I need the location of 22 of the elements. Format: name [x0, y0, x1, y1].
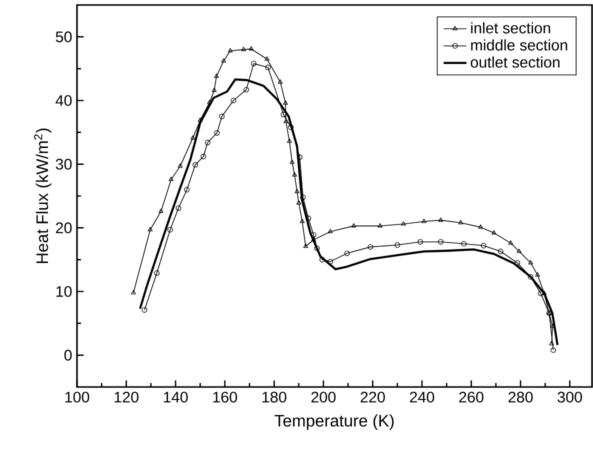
x-axis-title: Temperature (K): [274, 414, 394, 430]
x-tick-label: 220: [360, 392, 385, 403]
x-tick-label: 260: [459, 392, 484, 403]
y-tick-label: 10: [56, 286, 72, 297]
x-tick-label: 200: [311, 392, 336, 403]
x-tick-label: 100: [65, 392, 90, 403]
x-tick-label: 300: [558, 392, 582, 403]
x-tick-label: 120: [114, 392, 138, 403]
x-tick-label: 240: [410, 392, 434, 403]
legend-label: outlet section: [470, 56, 560, 68]
y-tick-label: 40: [56, 95, 72, 106]
y-tick-label: 30: [56, 158, 72, 170]
x-tick-label: 180: [262, 392, 286, 403]
x-tick-label: 140: [164, 392, 188, 403]
x-tick-label: 160: [213, 392, 238, 403]
y-tick-label: 0: [64, 350, 72, 361]
y-tick-label: 50: [56, 31, 72, 42]
legend-label: middle section: [471, 39, 568, 51]
x-tick-label: 280: [508, 392, 533, 403]
y-axis-title: Heat Flux (kW/m$^{2}$): [34, 128, 52, 264]
y-tick-label: 20: [56, 222, 72, 234]
legend-label: inlet section: [471, 22, 550, 34]
